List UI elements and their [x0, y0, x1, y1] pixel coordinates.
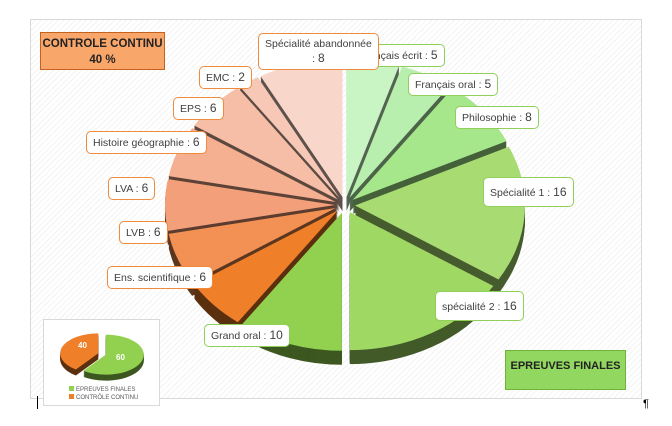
data-label-value: 2	[238, 70, 245, 84]
separator: :	[312, 53, 316, 65]
separator: :	[145, 227, 151, 239]
data-label-name: Spécialité abandonnée	[265, 38, 372, 50]
epreuves-finales-box: EPREUVES FINALES	[505, 350, 626, 390]
pie-slice	[239, 77, 340, 199]
data-label-value: 16	[503, 299, 517, 313]
data-label-value: 10	[269, 328, 283, 342]
inset-data-label: 40	[78, 341, 87, 350]
pie-slice	[194, 87, 338, 200]
data-label: Philosophie :8	[455, 106, 539, 129]
data-label-value: 5	[430, 48, 438, 62]
text-cursor	[37, 396, 38, 409]
data-label-value: 6	[199, 270, 206, 284]
data-label-value: 8	[525, 110, 532, 124]
data-label-name: Histoire géographie	[93, 137, 185, 149]
separator: :	[132, 183, 139, 195]
data-label-value: 6	[192, 135, 200, 149]
separator: :	[494, 301, 501, 313]
data-label: LVA :6	[108, 177, 156, 200]
controle-continu-label: CONTROLE CONTINU	[42, 38, 163, 50]
separator: :	[260, 330, 267, 342]
controle-continu-pct: 40 %	[89, 54, 116, 66]
data-label-value: 16	[553, 185, 567, 199]
data-label: EPS :6	[173, 97, 224, 120]
separator: :	[475, 79, 482, 91]
inset-legend-continu: CONTRÔLE CONTINU	[69, 394, 138, 401]
data-label-name: LVA	[115, 183, 133, 195]
data-label: Grand oral :10	[204, 324, 290, 347]
inset-chart: 60 40 EPREUVES FINALES CONTRÔLE CONTINU	[43, 319, 160, 406]
pie-slice	[349, 66, 450, 198]
separator: :	[229, 72, 236, 84]
data-label-name: EPS	[180, 103, 202, 115]
pie-slice	[241, 212, 342, 351]
data-label-value: 6	[141, 181, 149, 195]
data-label-name: LVB	[126, 227, 146, 239]
data-label: Spécialité abandonnée :8	[258, 33, 379, 70]
data-label-name: Spécialité 1	[490, 187, 545, 199]
data-label-value: 5	[484, 77, 492, 91]
inset-pie: 60 40	[60, 333, 144, 381]
pie-slice	[260, 59, 343, 198]
paragraph-mark: ¶	[643, 398, 649, 410]
separator: :	[184, 137, 190, 149]
legend-swatch	[69, 386, 74, 391]
data-label-value: 6	[153, 225, 161, 239]
data-label: Français oral :5	[408, 73, 499, 96]
data-label-name: EMC	[206, 72, 230, 84]
legend-swatch	[69, 394, 74, 399]
separator: :	[544, 187, 551, 199]
controle-continu-box: CONTROLE CONTINU 40 %	[40, 32, 165, 70]
data-label: Ens. scientifique :6	[107, 266, 213, 289]
data-label-value: 8	[318, 51, 325, 65]
data-label: Spécialité 1 :16	[483, 177, 574, 207]
data-label-name: Ens. scientifique	[114, 272, 191, 284]
data-label: spécialité 2 :16	[435, 291, 524, 321]
data-label-name: Philosophie	[462, 112, 517, 124]
pie-slice	[194, 210, 338, 323]
data-label: EMC :2	[199, 66, 252, 89]
data-label-name: spécialité 2	[442, 301, 495, 313]
separator: :	[190, 272, 197, 284]
pie-slice	[168, 207, 336, 282]
inset-legend-finales: EPREUVES FINALES	[69, 386, 135, 393]
separator: :	[201, 103, 207, 115]
separator: :	[422, 50, 428, 62]
inset-slice	[60, 333, 99, 370]
inset-slice	[83, 334, 144, 375]
data-label: Histoire géographie :6	[86, 131, 207, 154]
pie-slice	[354, 146, 525, 280]
legend-label: EPREUVES FINALES	[76, 387, 136, 393]
data-label-name: Grand oral	[211, 330, 261, 342]
inset-data-label: 60	[116, 353, 125, 362]
separator: :	[516, 112, 523, 124]
data-label-value: 6	[209, 101, 217, 115]
legend-label: CONTRÔLE CONTINU	[76, 395, 139, 401]
pie-slice	[346, 58, 400, 197]
pie-slice	[168, 128, 336, 203]
data-label-name: Français oral	[415, 79, 476, 91]
data-label: LVB :6	[119, 221, 168, 244]
pie-slice	[165, 179, 335, 231]
